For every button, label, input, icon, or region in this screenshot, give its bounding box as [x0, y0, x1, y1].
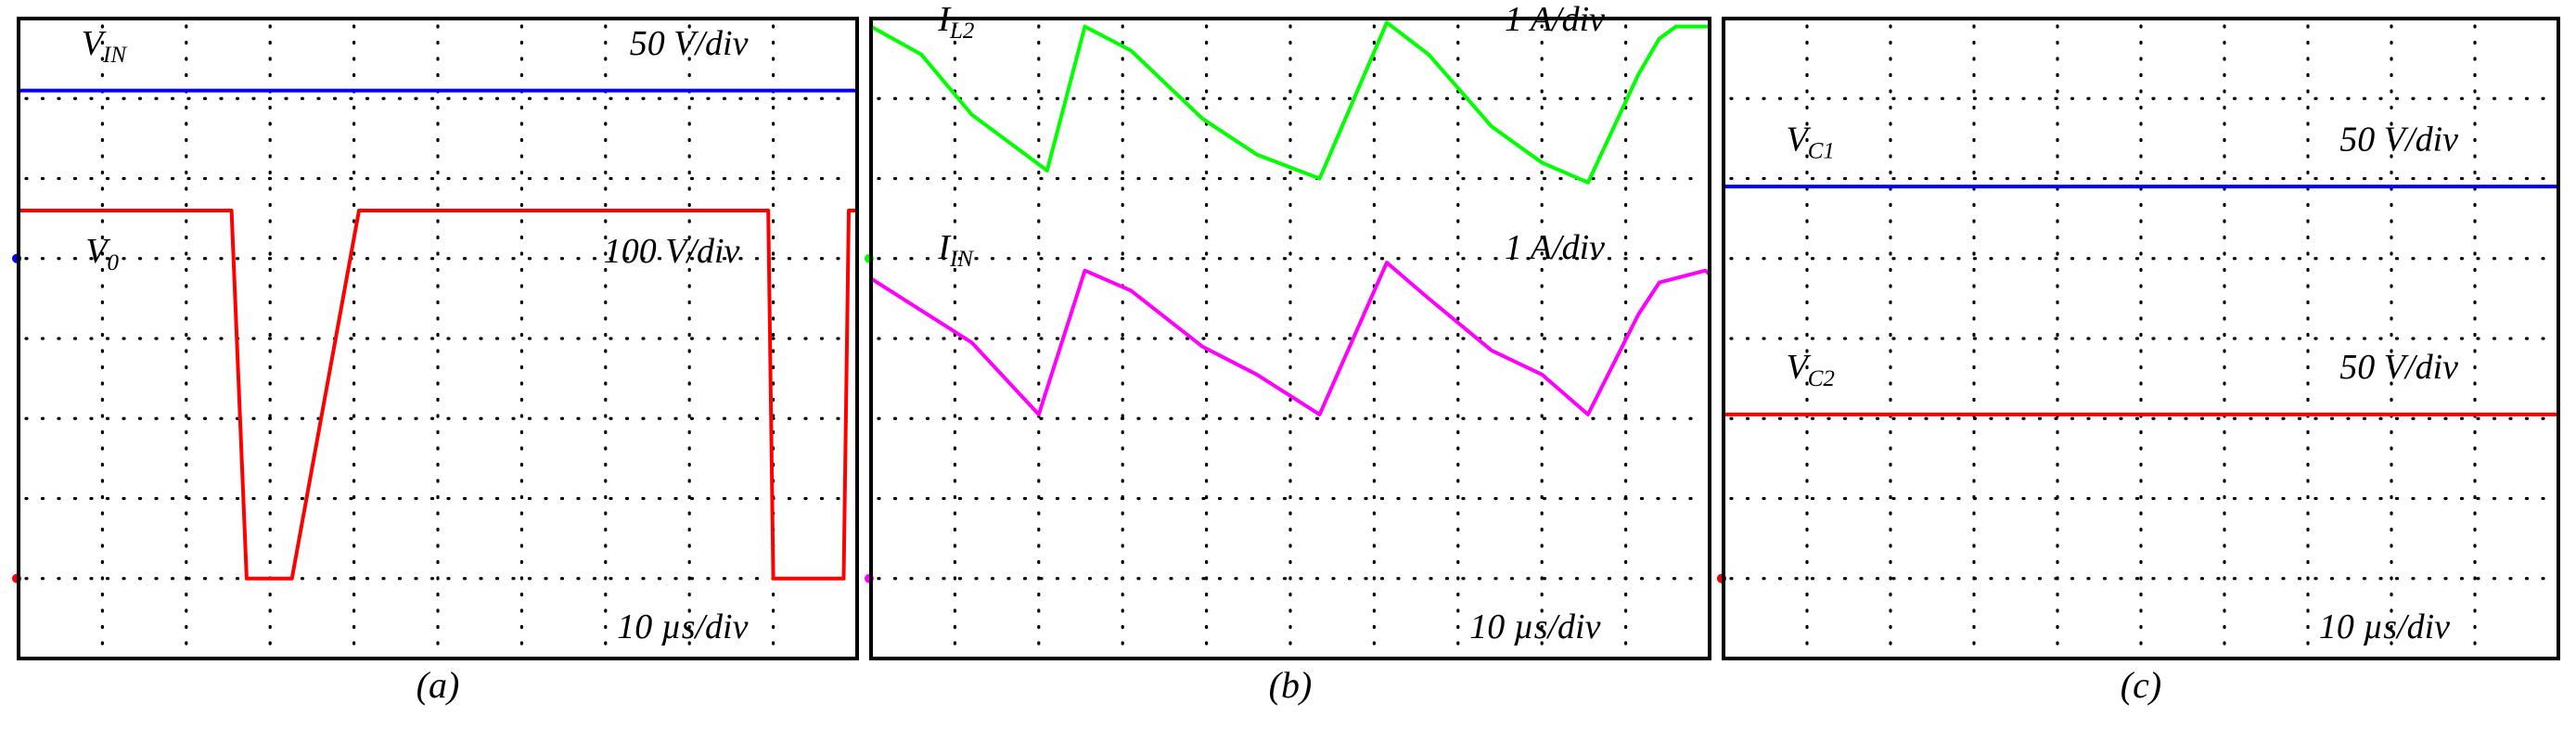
trace-label-subscript: C1 [1808, 138, 1835, 163]
trace-label-name: V [82, 24, 107, 63]
trace-label: V0 [85, 232, 119, 275]
trace-label-name: V [1787, 120, 1812, 159]
grid [24, 24, 855, 657]
trace-label-name: V [85, 232, 110, 271]
trace-i-l2 [870, 20, 1710, 185]
trace-label-subscript: 0 [108, 250, 120, 275]
trace-label-name: V [1787, 348, 1812, 387]
scale-label: 1 A/div [1505, 228, 1605, 267]
trace-v-0 [19, 209, 857, 581]
trace-label-subscript: IN [102, 43, 127, 68]
trace-label: VIN [82, 24, 128, 68]
panel-frame [869, 17, 1711, 660]
scale-label: 100 V/div [604, 232, 740, 271]
scale-label: 50 V/div [2339, 120, 2458, 159]
time-scale-label: 10 µs/div [617, 608, 748, 646]
time-scale-label: 10 µs/div [2319, 608, 2450, 646]
panel-frame [1722, 17, 2560, 660]
trace-label: VC2 [1787, 348, 1835, 391]
panel-caption: (c) [2121, 664, 2161, 706]
trace-label-subscript: IN [949, 247, 974, 272]
trace-label: VC1 [1787, 120, 1835, 163]
trace-label-name: I [937, 228, 952, 267]
scale-label: 50 V/div [2339, 348, 2458, 387]
trace-label-subscript: L2 [949, 19, 974, 44]
trace-label: IIN [937, 228, 974, 272]
panel-frame [17, 17, 859, 660]
trace-label: IL2 [937, 0, 974, 44]
grid [877, 24, 1708, 657]
time-scale-label: 10 µs/div [1469, 608, 1600, 646]
panel-caption: (b) [1269, 664, 1313, 706]
trace-i-in [869, 261, 1711, 416]
scale-label: 50 V/div [630, 24, 749, 63]
trace-label-subscript: C2 [1808, 366, 1835, 391]
panel-caption: (a) [417, 664, 460, 706]
